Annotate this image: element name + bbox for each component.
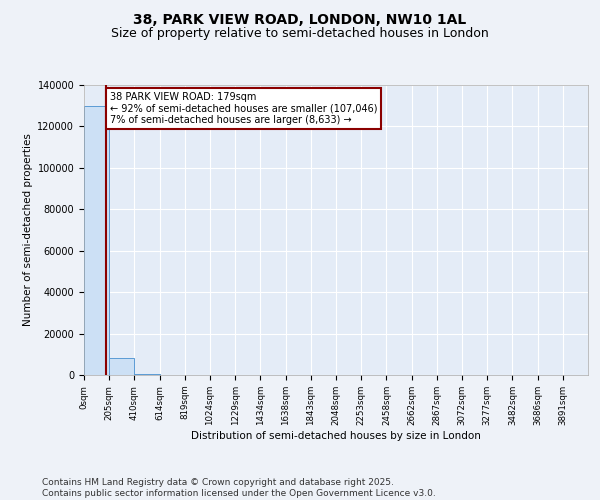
Y-axis label: Number of semi-detached properties: Number of semi-detached properties [23,134,33,326]
Text: Size of property relative to semi-detached houses in London: Size of property relative to semi-detach… [111,28,489,40]
Bar [84,106,109,375]
Text: Contains HM Land Registry data © Crown copyright and database right 2025.
Contai: Contains HM Land Registry data © Crown c… [42,478,436,498]
Bar [109,358,134,375]
Bar [134,374,160,375]
Text: 38, PARK VIEW ROAD, LONDON, NW10 1AL: 38, PARK VIEW ROAD, LONDON, NW10 1AL [133,12,467,26]
X-axis label: Distribution of semi-detached houses by size in London: Distribution of semi-detached houses by … [191,430,481,440]
Text: 38 PARK VIEW ROAD: 179sqm
← 92% of semi-detached houses are smaller (107,046)
7%: 38 PARK VIEW ROAD: 179sqm ← 92% of semi-… [110,92,377,126]
